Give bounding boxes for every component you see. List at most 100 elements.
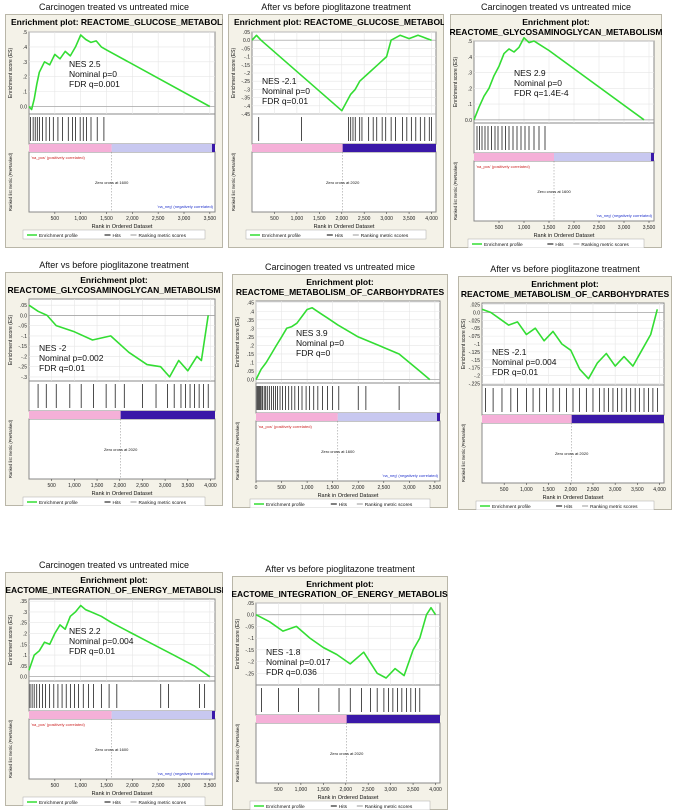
negative-bar — [342, 144, 436, 152]
x-tick-label: 2,000 — [565, 487, 578, 493]
legend-metric-label: Ranking metric scores — [361, 233, 409, 239]
y-tick-label: .1 — [468, 102, 472, 108]
y-tick-label: -.05 — [241, 46, 250, 52]
stat-nes: NES 2.9 — [514, 68, 546, 78]
y-tick-label: .15 — [20, 642, 27, 648]
y-tick-label: .15 — [247, 352, 254, 358]
y-tick-label: -.15 — [241, 63, 250, 69]
stat-pval: Nominal p=0.017 — [266, 657, 331, 667]
stat-nes: NES -2.1 — [262, 76, 297, 86]
legend-profile-label: Enrichment profile — [484, 242, 523, 248]
positive-bar — [29, 711, 112, 719]
legend-profile-label: Enrichment profile — [39, 500, 78, 506]
chart-title: REACTOME_INTEGRATION_OF_ENERGY_METABOLIS… — [232, 589, 448, 599]
y-axis-label-es: Enrichment score (ES) — [453, 57, 459, 108]
zero-cross-label: Zero cross at 2020 — [104, 447, 138, 452]
chart-title: Enrichment plot: — [531, 279, 599, 289]
stat-pval: Nominal p=0 — [262, 86, 310, 96]
y-tick-label: .05 — [20, 664, 27, 670]
enrichment-profile-line — [481, 308, 659, 380]
y-tick-label: .4 — [250, 309, 254, 315]
stat-pval: Nominal p=0.002 — [39, 353, 104, 363]
hits-plot-area — [28, 113, 216, 145]
hits-plot-area — [473, 122, 655, 154]
es-plot-area — [255, 602, 441, 686]
panel-caption: After vs before pioglitazone treatment — [39, 260, 189, 270]
x-tick-label: 1,000 — [518, 225, 531, 231]
negative-bar — [111, 144, 215, 152]
y-tick-label: .3 — [468, 71, 472, 77]
stat-pval: Nominal p=0 — [69, 69, 117, 79]
enrichment-chart: Enrichment plot:REACTOME_METABOLISM_OF_C… — [458, 276, 672, 510]
panel-caption: After vs before pioglitazone treatment — [261, 2, 411, 12]
legend-hits-label: Hits — [113, 233, 122, 239]
stat-pval: Nominal p=0 — [514, 78, 562, 88]
positive-bar — [256, 413, 338, 421]
legend-box — [22, 496, 206, 506]
x-tick-label: 1,500 — [542, 487, 555, 493]
x-tick-label: 2,000 — [568, 225, 581, 231]
x-axis-label: Rank in Ordered Dataset — [92, 791, 153, 797]
x-tick-label: 3,500 — [407, 787, 420, 793]
positive-bar — [252, 144, 343, 152]
hits-plot-area — [251, 113, 437, 145]
enrichment-profile-line — [255, 306, 431, 381]
bar-end-mark — [212, 144, 215, 152]
negative-bar — [120, 411, 215, 419]
x-tick-label: 2,500 — [587, 487, 600, 493]
y-tick-label: 0.0 — [247, 378, 254, 384]
y-tick-label: 0.0 — [473, 310, 480, 316]
y-tick-label: -.15 — [18, 344, 27, 350]
x-tick-label: 1,000 — [301, 485, 314, 491]
y-tick-label: 0.0 — [243, 38, 250, 44]
x-tick-label: 500 — [495, 225, 504, 231]
enrichment-profile-line — [28, 604, 211, 678]
x-tick-label: 1,500 — [100, 216, 113, 222]
x-tick-label: 1,000 — [68, 483, 81, 489]
es-plot-area — [255, 300, 441, 384]
negative-label: 'na_neg' (negatively correlated) — [596, 213, 652, 218]
y-tick-label: .2 — [23, 75, 27, 81]
y-tick-label: .25 — [20, 621, 27, 627]
y-tick-label: -.125 — [469, 350, 481, 356]
chart-title: REACTOME_GLYCOSAMINOGLYCAN_METABOLISM — [450, 27, 662, 37]
legend-metric-label: Ranking metric scores — [365, 502, 413, 508]
legend-hits-label: Hits — [339, 502, 348, 508]
x-tick-label: 3,000 — [178, 216, 191, 222]
x-tick-label: 1,000 — [74, 216, 87, 222]
chart-title: REACTOME_METABOLISM_OF_CARBOHYDRATES — [461, 289, 670, 299]
chart-title: Enrichment plot: — [80, 275, 148, 285]
enrichment-panel: Carcinogen treated vs untreated mice Enri… — [450, 2, 662, 248]
enrichment-panel: Carcinogen treated vs untreated mice Enri… — [232, 262, 448, 508]
y-tick-label: -.1 — [21, 334, 27, 340]
enrichment-panel: Carcinogen treated vs untreated mice Enri… — [5, 560, 223, 806]
x-axis-label: Rank in Ordered Dataset — [92, 491, 153, 497]
y-tick-label: .4 — [23, 45, 27, 51]
y-tick-label: -.25 — [241, 79, 250, 85]
rank-plot-area — [28, 718, 216, 780]
stat-pval: Nominal p=0.004 — [69, 636, 134, 646]
x-tick-label: 2,500 — [136, 483, 149, 489]
stat-fdr: FDR q=0.01 — [69, 646, 115, 656]
x-tick-label: 500 — [270, 216, 279, 222]
panel-caption: Carcinogen treated vs untreated mice — [38, 2, 190, 12]
hits-plot-area — [28, 680, 216, 712]
negative-label: 'na_neg' (negatively correlated) — [157, 204, 213, 209]
y-axis-label-rank: Ranked list metric (PreRanked) — [453, 161, 458, 220]
stat-fdr: FDR q=0.01 — [492, 367, 538, 377]
y-tick-label: 0.0 — [20, 105, 27, 111]
legend-metric-label: Ranking metric scores — [139, 800, 187, 806]
negative-bar — [337, 413, 440, 421]
chart-title: REACTOME_GLYCOSAMINOGLYCAN_METABOLISM — [8, 285, 221, 295]
chart-title: Enrichment plot: — [306, 579, 374, 589]
y-tick-label: .05 — [247, 369, 254, 375]
legend-box — [22, 229, 206, 240]
chart-title: REACTOME_METABOLISM_OF_CARBOHYDRATES — [236, 287, 445, 297]
x-axis-label: Rank in Ordered Dataset — [314, 224, 375, 230]
enrichment-profile-line — [28, 304, 209, 378]
enrichment-profile-line — [473, 36, 645, 121]
enrichment-profile-line — [251, 34, 432, 112]
y-tick-label: .25 — [247, 335, 254, 341]
zero-cross-label: Zero cross at 1600 — [321, 449, 355, 454]
y-tick-label: .1 — [23, 90, 27, 96]
